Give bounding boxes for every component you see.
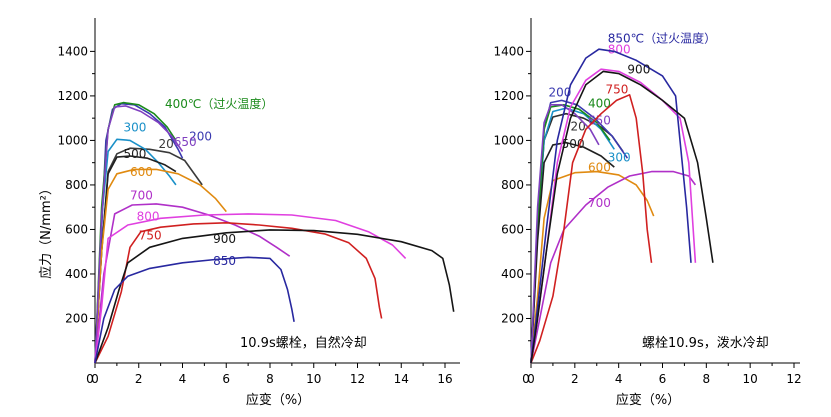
series-line-9 (94, 213, 407, 364)
series-line-11 (94, 256, 295, 364)
series-label-11: 900 (627, 63, 650, 77)
series-label-1: 200 (549, 85, 572, 99)
series-line-5 (530, 170, 655, 364)
x-tick-label: 10 (306, 372, 321, 386)
series-label-4: 500 (123, 147, 146, 161)
x-tick-label: 2 (571, 372, 579, 386)
series-label-7: 700 (588, 196, 611, 210)
y-tick-label: 200 (501, 311, 524, 325)
x-tick-label: 8 (266, 372, 274, 386)
cooling-annotation: 螺栓10.9s，泼水冷却 (642, 336, 769, 351)
y-tick-label: 600 (65, 222, 88, 236)
series-line-7 (94, 203, 291, 364)
x-axis-label: 应变（%） (246, 392, 310, 408)
series-line-10 (530, 48, 692, 364)
x-tick-label: 4 (179, 372, 187, 386)
y-tick-label: 1000 (493, 133, 524, 147)
x-tick-label: 12 (786, 372, 801, 386)
series-label-1: 200 (189, 129, 212, 143)
series-line-5 (94, 168, 227, 364)
series-line-4 (530, 141, 615, 364)
y-tick-label: 600 (501, 222, 524, 236)
series-label-6: 650 (588, 113, 611, 127)
y-tick-label: 400 (65, 267, 88, 281)
chart-water-cooling: 0 2 4 6 8 10 12 200 400 600 800 1000 1200 1400 0 应变（%） 2… (493, 18, 802, 408)
series-label-2: 300 (123, 121, 146, 135)
x-tick-label: 16 (437, 372, 452, 386)
series-label-10: 900 (213, 232, 236, 246)
y-tick-label: 1400 (57, 44, 88, 58)
series-line-11 (530, 70, 714, 364)
series-label-9: 800 (608, 43, 631, 57)
y-tick-label: 200 (65, 311, 88, 325)
x-tick-label: 10 (743, 372, 758, 386)
x-tick-label: 4 (615, 372, 623, 386)
series-line-7 (530, 170, 697, 364)
y-tick-label: 1200 (57, 89, 88, 103)
series-line-10 (94, 229, 455, 364)
series-line-0 (94, 147, 203, 364)
x-tick-label: 12 (350, 372, 365, 386)
x-axis-label: 应变（%） (616, 392, 680, 408)
series-label-2: 300 (608, 151, 631, 165)
series-label-7: 700 (130, 188, 153, 202)
x-origin-label: 0 (86, 372, 94, 386)
y-tick-label: 800 (501, 178, 524, 192)
cooling-annotation: 10.9s螺栓，自然冷却 (240, 335, 367, 351)
y-tick-label: 800 (65, 178, 88, 192)
series-label-8: 750 (606, 83, 629, 97)
y-axis-label: 应力（N/mm²） (38, 182, 54, 279)
series-label-0: 20 (570, 119, 585, 133)
x-tick-label: 14 (394, 372, 409, 386)
series-label-11: 850 (213, 254, 236, 268)
series-line-6 (94, 105, 184, 364)
x-origin-label: 0 (522, 372, 530, 386)
series-label-5: 600 (130, 165, 153, 179)
x-tick-label: 6 (222, 372, 230, 386)
series-label-3: 400℃（过火温度） (165, 96, 273, 111)
series-label-9: 800 (137, 210, 160, 224)
series-label-3: 400 (588, 96, 611, 110)
x-tick-label: 6 (659, 372, 667, 386)
y-tick-label: 400 (501, 267, 524, 281)
series-line-8 (530, 94, 653, 364)
y-tick-label: 1200 (493, 89, 524, 103)
series-label-10: 850℃（过火温度） (608, 30, 716, 45)
y-tick-label: 1000 (57, 133, 88, 147)
y-tick-label: 1400 (493, 44, 524, 58)
series-line-9 (530, 68, 697, 364)
series-label-0: 20 (158, 137, 173, 151)
x-tick-label: 2 (135, 372, 143, 386)
chart-natural-cooling: 0 2 4 6 8 10 12 14 16 200 400 600 800 1000 1200 1400 0 应变… (38, 18, 460, 408)
x-tick-label: 0 (91, 372, 99, 386)
series-label-8: 750 (139, 228, 162, 242)
x-tick-label: 0 (527, 372, 535, 386)
x-tick-label: 8 (703, 372, 711, 386)
series-label-6: 650 (174, 135, 197, 149)
series-label-5: 600 (588, 161, 611, 175)
